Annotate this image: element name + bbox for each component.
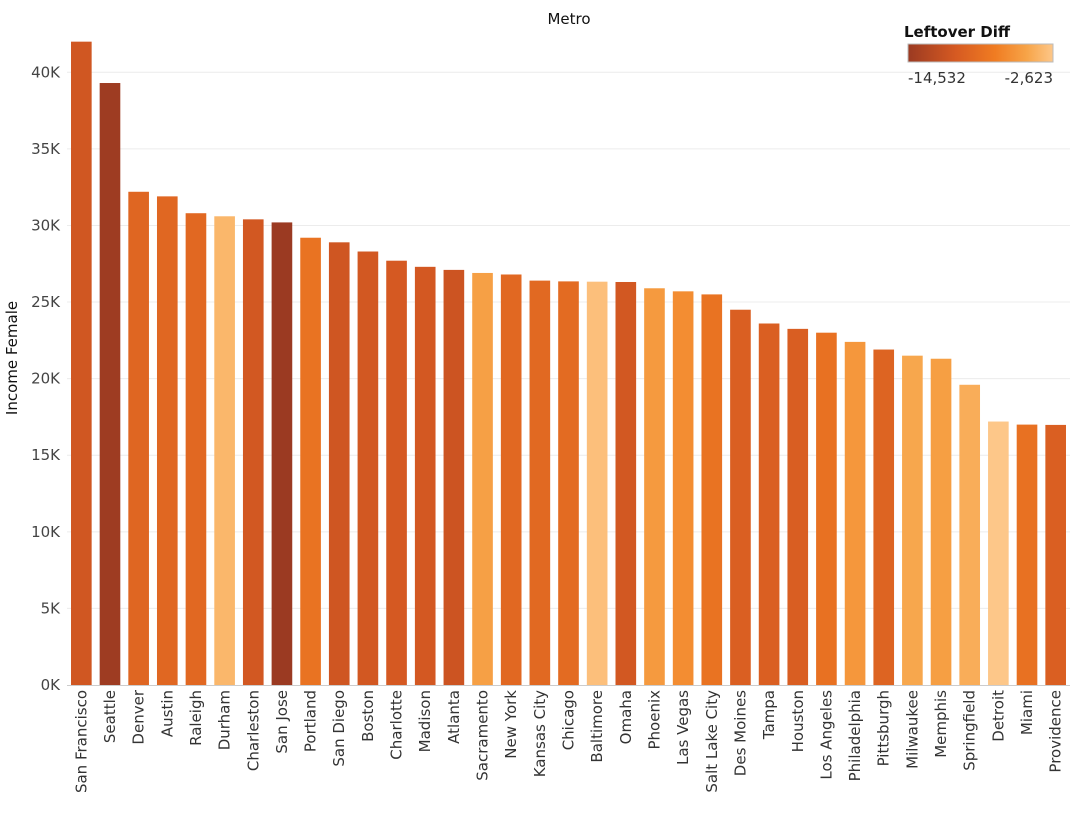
bar-san-francisco[interactable] [71, 41, 92, 686]
bar-memphis[interactable] [930, 358, 952, 685]
x-category-label: San Francisco [72, 690, 90, 793]
x-category-label: New York [502, 690, 520, 759]
y-axis-label: Income Female [3, 301, 21, 415]
y-tick-label: 5K [41, 599, 62, 617]
y-tick-label: 30K [31, 216, 61, 234]
x-category-label: Omaha [617, 690, 635, 744]
x-category-label: Tampa [760, 690, 778, 740]
bar-sacramento[interactable] [472, 272, 493, 685]
bar-charlotte[interactable] [386, 260, 407, 685]
bar-new-york[interactable] [500, 274, 522, 685]
y-tick-label: 25K [31, 293, 61, 311]
bar-los-angeles[interactable] [816, 332, 837, 685]
bar-denver[interactable] [128, 191, 149, 685]
x-category-label: Milwaukee [903, 690, 921, 769]
x-axis-categories: San Francisco Seattle Denver Austin Raleigh D… [72, 689, 1064, 793]
bar-madison[interactable] [414, 266, 436, 685]
x-category-label: Boston [359, 690, 377, 742]
bar-las-vegas[interactable] [672, 291, 694, 685]
x-category-label: Phoenix [645, 690, 663, 750]
x-category-label: Durham [216, 690, 234, 750]
x-category-label: Salt Lake City [703, 690, 721, 793]
legend-gradient-bar [907, 43, 1054, 63]
x-category-label: Detroit [989, 690, 1007, 742]
bar-salt-lake-city[interactable] [701, 294, 723, 685]
x-category-label: Charlotte [388, 690, 406, 760]
y-tick-label: 35K [31, 140, 61, 158]
bar-pittsburgh[interactable] [873, 349, 895, 685]
bar-san-diego[interactable] [328, 242, 350, 685]
bar-baltimore[interactable] [586, 281, 608, 685]
bar-boston[interactable] [357, 251, 379, 685]
bar-kansas-city[interactable] [529, 280, 551, 685]
y-axis-ticks: 0K 5K 10K 15K 20K 25K 30K 35K 40K [31, 63, 61, 694]
y-tick-label: 15K [31, 446, 61, 464]
bar-omaha[interactable] [615, 281, 637, 685]
bar-san-jose[interactable] [271, 222, 293, 686]
x-category-label: Chicago [560, 690, 578, 750]
x-category-label: Springfield [961, 690, 979, 771]
x-category-label: Austin [158, 690, 176, 737]
legend-max-label: -2,623 [1005, 69, 1053, 87]
x-category-label: Portland [302, 690, 320, 752]
bar-tampa[interactable] [758, 323, 780, 685]
x-category-label: Baltimore [588, 690, 606, 763]
bar-detroit[interactable] [988, 421, 1009, 685]
bar-philadelphia[interactable] [844, 341, 866, 685]
bar-seattle[interactable] [99, 83, 121, 685]
y-tick-label: 40K [31, 63, 61, 81]
x-category-label: Providence [1047, 690, 1065, 773]
x-category-label: Pittsburgh [875, 690, 893, 766]
y-tick-label: 10K [31, 523, 61, 541]
x-category-label: Houston [789, 690, 807, 752]
bar-portland[interactable] [300, 237, 321, 685]
bar-springfield[interactable] [959, 384, 981, 685]
x-category-label: Denver [130, 689, 148, 744]
bar-milwaukee[interactable] [902, 355, 923, 685]
legend-title: Leftover Diff [904, 23, 1011, 41]
x-category-label: Atlanta [445, 690, 463, 744]
x-category-label: Miami [1018, 690, 1036, 735]
x-category-label: Madison [416, 690, 434, 752]
bar-des-moines[interactable] [730, 309, 751, 685]
bar-charleston[interactable] [242, 219, 264, 685]
bars [71, 41, 1066, 686]
bar-austin[interactable] [156, 196, 178, 685]
bar-atlanta[interactable] [443, 269, 465, 685]
bar-chicago[interactable] [558, 281, 579, 685]
bar-raleigh[interactable] [185, 213, 207, 685]
x-category-label: San Jose [273, 690, 291, 754]
x-category-label: San Diego [330, 690, 348, 767]
x-category-label: Sacramento [474, 690, 492, 781]
bar-phoenix[interactable] [644, 288, 665, 685]
color-legend: Leftover Diff -14,532 -2,623 [904, 23, 1054, 87]
x-category-label: Des Moines [731, 690, 749, 776]
x-category-label: Memphis [932, 690, 950, 758]
bar-houston[interactable] [787, 328, 809, 685]
x-category-label: Las Vegas [674, 690, 692, 765]
y-tick-label: 0K [41, 676, 62, 694]
x-category-label: Charleston [244, 690, 262, 771]
bar-miami[interactable] [1016, 424, 1038, 685]
legend-min-label: -14,532 [908, 69, 966, 87]
bar-providence[interactable] [1045, 424, 1066, 685]
x-category-label: Seattle [101, 690, 119, 743]
chart-title: Metro [547, 10, 590, 28]
y-tick-label: 20K [31, 370, 61, 388]
bar-durham[interactable] [214, 216, 235, 685]
x-category-label: Philadelphia [846, 690, 864, 781]
x-category-label: Raleigh [187, 690, 205, 746]
x-category-label: Los Angeles [817, 690, 835, 780]
x-category-label: Kansas City [531, 690, 549, 777]
